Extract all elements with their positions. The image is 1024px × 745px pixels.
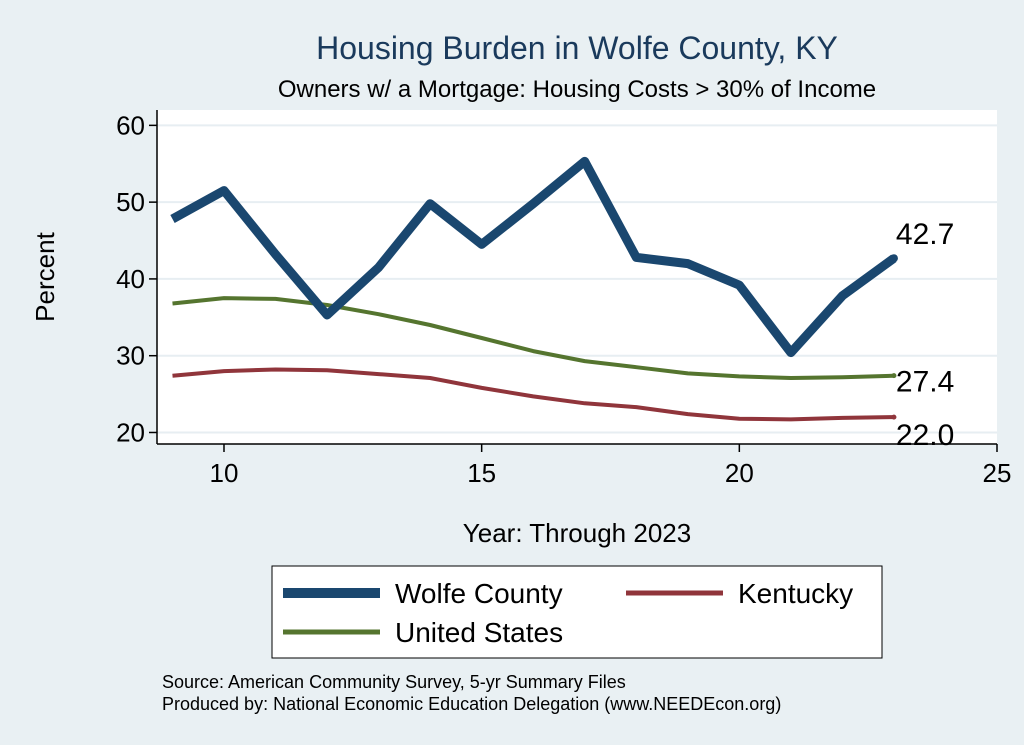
legend-box [271,565,883,659]
y-tick-label-4: 60 [116,110,145,140]
series-end-point-0 [889,254,898,263]
x-tick-label-3: 25 [983,458,1012,488]
y-tick-label-0: 20 [116,417,145,447]
source-line-1: Source: American Community Survey, 5-yr … [162,672,626,692]
series-end-point-1 [891,414,897,420]
y-tick-label-3: 50 [116,187,145,217]
source-line-2: Produced by: National Economic Education… [162,694,781,714]
series-line-2 [172,296,894,380]
y-axis-ticks: 20 30 40 50 60 [116,110,157,447]
legend: Wolfe County Kentucky United States [283,578,853,648]
end-label-2: 27.4 [896,366,954,399]
series-line-1 [172,367,894,422]
x-tick-label-0: 10 [210,458,239,488]
x-axis-ticks: 10 15 20 25 [210,444,1012,488]
end-label-0: 42.7 [896,218,954,251]
chart-title: Housing Burden in Wolfe County, KY [316,30,838,66]
series-line-0 [170,156,897,358]
legend-label-0: Wolfe County [395,578,563,609]
series-end-point-2 [891,373,897,379]
chart-subtitle: Owners w/ a Mortgage: Housing Costs > 30… [278,76,876,103]
y-axis-label: Percent [30,231,60,321]
legend-label-1: Kentucky [738,578,853,609]
x-axis-label: Year: Through 2023 [463,518,691,548]
x-tick-label-2: 20 [725,458,754,488]
y-tick-label-1: 30 [116,341,145,371]
y-tick-label-2: 40 [116,264,145,294]
end-labels: 22.0 27.4 42.7 [896,218,954,452]
x-tick-label-1: 15 [467,458,496,488]
axes [156,110,997,445]
end-label-1: 22.0 [896,419,954,452]
legend-label-2: United States [395,617,563,648]
series-lines [170,156,898,422]
